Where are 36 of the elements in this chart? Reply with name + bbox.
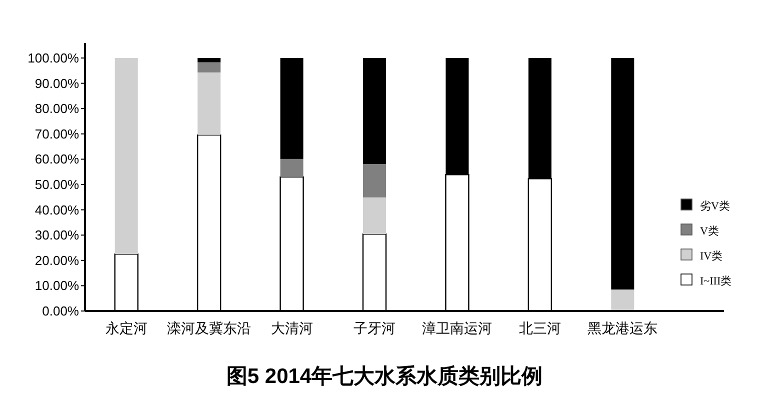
bar: [363, 58, 386, 164]
y-tick-label: 70.00%: [34, 126, 80, 142]
legend-label: 劣V类: [700, 200, 730, 212]
y-tick-label: 40.00%: [34, 202, 80, 218]
x-tick-label: 大清河: [270, 320, 313, 336]
y-tick-label: 100.00%: [28, 50, 80, 66]
y-tick-label: 90.00%: [34, 76, 80, 91]
x-tick-label: 黑龙港运东: [588, 320, 658, 336]
legend-label: V类: [700, 224, 719, 238]
bar: [280, 158, 304, 177]
y-tick-label: 60.00%: [34, 152, 80, 167]
y-tick-label: 30.00%: [34, 228, 80, 243]
y-tick-label: 20.00%: [34, 252, 80, 268]
x-tick-label: 永定河: [105, 320, 148, 336]
bar: [198, 58, 221, 62]
bar: [198, 62, 221, 72]
legend-label: I~III类: [700, 274, 732, 288]
y-tick-label: 10.00%: [34, 278, 80, 294]
bar: [114, 58, 138, 254]
bar: [446, 58, 469, 175]
legend-label: IV类: [700, 250, 723, 262]
y-tick-label: 50.00%: [34, 177, 80, 192]
bar: [611, 289, 634, 311]
bar: [528, 58, 552, 179]
bar: [611, 58, 634, 290]
x-tick-label: 子牙河: [354, 320, 396, 336]
y-tick-label: 80.00%: [34, 101, 80, 116]
bar: [280, 58, 304, 159]
y-tick-label: 0.00%: [42, 304, 80, 318]
text: 图5 2014年七大水系水质类别比例: [226, 364, 543, 388]
x-tick-label: 北三河: [518, 320, 561, 336]
x-tick-label: 滦河及冀东沿: [167, 320, 252, 336]
bar: [363, 197, 386, 234]
x-tick-label: 漳卫南运河: [422, 320, 492, 336]
bar: [198, 72, 221, 135]
bar: [363, 164, 386, 198]
